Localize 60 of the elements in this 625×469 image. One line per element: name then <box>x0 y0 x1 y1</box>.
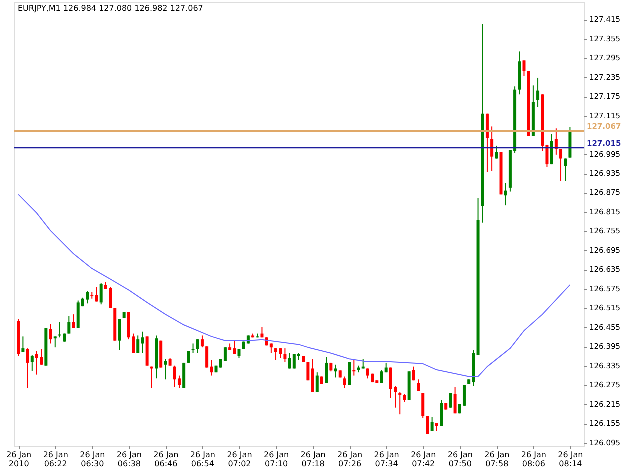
candlestick <box>284 348 287 363</box>
candlestick <box>560 148 563 182</box>
candlestick <box>334 364 338 378</box>
x-tick-label: 26 Jan 07:10 <box>264 450 290 468</box>
candlestick <box>72 314 76 329</box>
candlestick <box>164 358 168 380</box>
candlestick <box>490 126 494 172</box>
candlestick <box>564 158 568 182</box>
candlestick <box>274 348 278 361</box>
x-tick-label: 26 Jan 07:18 <box>300 450 326 468</box>
x-tick-label: 26 Jan 06:46 <box>154 450 179 468</box>
candlestick <box>196 339 200 354</box>
candlestick <box>504 182 508 206</box>
candlestick <box>49 324 52 344</box>
x-tick-label: 26 Jan 07:50 <box>448 450 473 468</box>
candlestick <box>380 370 384 384</box>
x-tick-label: 26 Jan 07:02 <box>227 450 252 468</box>
candlestick <box>100 282 103 306</box>
candlestick <box>449 392 452 408</box>
candlestick <box>68 316 71 334</box>
candlestick <box>440 400 443 427</box>
x-tick-label: 26 Jan 2010 <box>6 450 32 468</box>
candlestick <box>495 145 498 160</box>
candlestick <box>522 60 526 77</box>
x-tick-label: 26 Jan 08:14 <box>558 450 584 468</box>
candlestick <box>22 336 25 353</box>
candlestick <box>422 392 425 419</box>
candlestick <box>550 134 554 166</box>
candlestick <box>343 376 346 389</box>
candlestick <box>306 362 310 382</box>
candlestick <box>26 348 30 389</box>
candlestick <box>536 77 540 108</box>
candlestick <box>398 392 402 416</box>
x-tick-label: 26 Jan 06:54 <box>190 450 216 468</box>
line-series <box>18 194 571 378</box>
chart-title: EURJPY,M1 126.984 127.080 126.982 127.067 <box>18 4 204 13</box>
candlestick <box>192 343 195 354</box>
candlestick <box>348 362 352 386</box>
candlestick <box>426 416 430 435</box>
x-tick-label: 26 Jan 07:34 <box>374 450 400 468</box>
x-tick-label: 26 Jan 06:30 <box>80 450 106 468</box>
candlestick <box>118 318 122 351</box>
candlestick <box>30 354 34 372</box>
x-tick-label: 26 Jan 07:26 <box>338 450 363 468</box>
candlestick <box>316 372 319 393</box>
candlestick <box>311 358 314 393</box>
x-tick-label: 26 Jan 06:22 <box>43 450 68 468</box>
candlestick <box>430 416 434 432</box>
x-tick-label: 26 Jan 06:38 <box>116 450 142 468</box>
candlestick <box>206 346 209 368</box>
candlestick <box>352 360 356 376</box>
candlestick <box>200 335 204 348</box>
candlestick <box>136 335 140 354</box>
candlestick <box>54 336 57 348</box>
x-tick-label: 26 Jan 08:06 <box>521 450 546 468</box>
candlestick <box>325 356 328 384</box>
x-tick-label: 26 Jan 07:58 <box>484 450 510 468</box>
candlestick <box>454 386 457 414</box>
candlestick <box>412 366 416 382</box>
x-tick-label: 26 Jan 07:42 <box>411 450 436 468</box>
